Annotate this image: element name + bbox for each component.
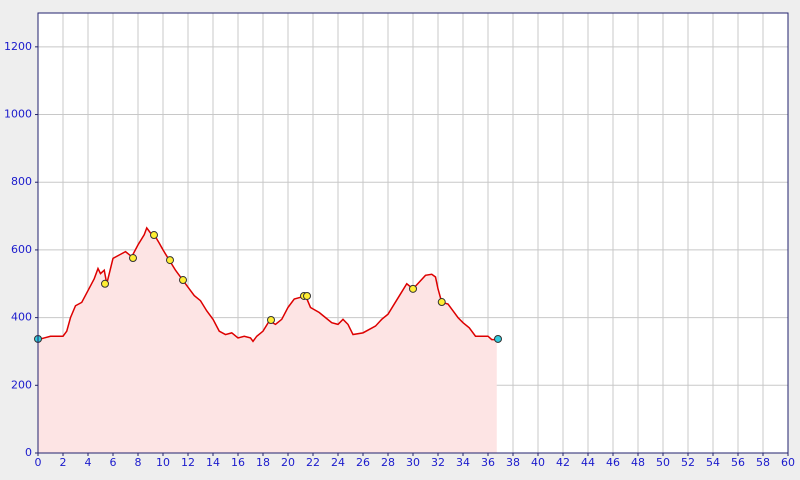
x-tick-label: 28 — [381, 456, 395, 469]
x-tick-label: 38 — [506, 456, 520, 469]
x-tick-label: 2 — [60, 456, 67, 469]
x-tick-label: 26 — [356, 456, 370, 469]
marks — [34, 226, 502, 453]
x-tick-label: 14 — [206, 456, 220, 469]
x-tick-label: 40 — [531, 456, 545, 469]
elevation-line — [37, 226, 497, 343]
waypoint-marker — [494, 334, 502, 343]
y-tick-label: 800 — [11, 175, 32, 188]
x-tick-label: 20 — [281, 456, 295, 469]
waypoint-marker — [267, 315, 275, 324]
x-tick-label: 36 — [481, 456, 495, 469]
waypoint-marker — [166, 256, 174, 265]
x-tick-label: 48 — [631, 456, 645, 469]
y-tick-label: 1000 — [4, 108, 32, 121]
labels: 0 2 4 6 8 10 12 14 16 18 20 22 24 26 28 30 32 34 36 38 40 42 4… — [4, 40, 795, 469]
x-tick-label: 34 — [456, 456, 470, 469]
waypoint-marker — [179, 276, 187, 285]
waypoint-marker — [150, 231, 158, 240]
x-tick-label: 8 — [135, 456, 142, 469]
y-tick-label: 600 — [11, 243, 32, 256]
area-fill — [38, 227, 497, 453]
x-tick-label: 46 — [606, 456, 620, 469]
x-tick-label: 24 — [331, 456, 345, 469]
waypoint-marker — [303, 291, 311, 300]
x-tick-label: 0 — [35, 456, 42, 469]
x-tick-label: 56 — [731, 456, 745, 469]
x-tick-label: 60 — [781, 456, 795, 469]
x-tick-label: 54 — [706, 456, 720, 469]
y-tick-label: 400 — [11, 311, 32, 324]
x-tick-label: 16 — [231, 456, 245, 469]
x-tick-label: 10 — [156, 456, 170, 469]
x-tick-label: 18 — [256, 456, 270, 469]
x-tick-label: 44 — [581, 456, 595, 469]
waypoint-marker — [409, 284, 417, 293]
x-tick-label: 12 — [181, 456, 195, 469]
x-tick-label: 52 — [681, 456, 695, 469]
x-tick-label: 50 — [656, 456, 670, 469]
x-tick-label: 6 — [110, 456, 117, 469]
y-tick-label: 1200 — [4, 40, 32, 53]
waypoint-marker — [129, 254, 137, 263]
x-tick-label: 22 — [306, 456, 320, 469]
x-tick-label: 58 — [756, 456, 770, 469]
y-tick-label: 200 — [11, 378, 32, 391]
waypoint-marker — [101, 279, 109, 288]
x-tick-label: 32 — [431, 456, 445, 469]
x-tick-label: 30 — [406, 456, 420, 469]
x-tick-label: 42 — [556, 456, 570, 469]
x-tick-label: 4 — [85, 456, 92, 469]
y-tick-label: 0 — [25, 446, 32, 459]
waypoint-marker — [437, 298, 446, 307]
